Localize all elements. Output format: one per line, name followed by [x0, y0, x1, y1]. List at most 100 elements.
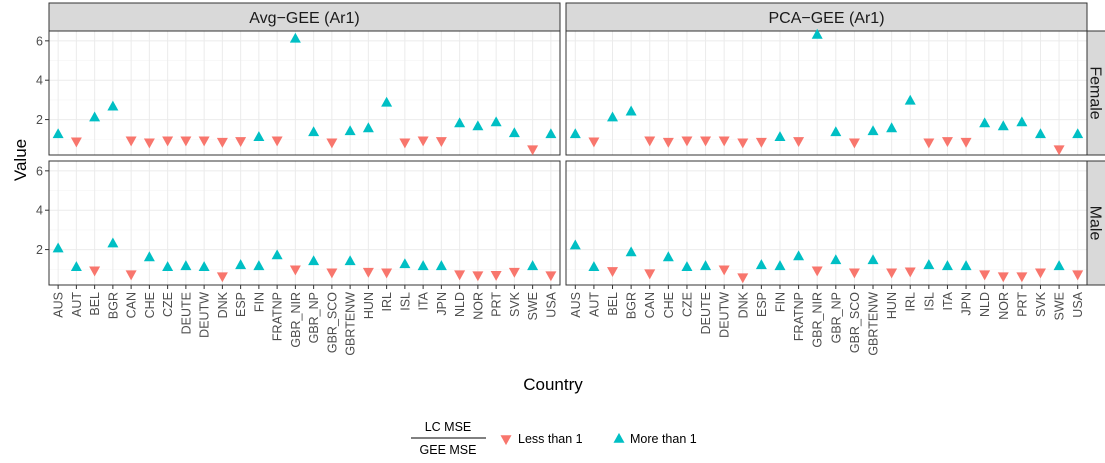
- data-point-fin: [774, 260, 786, 271]
- data-point-irl: [904, 94, 916, 105]
- x-tick-label: GBR_NIR: [811, 292, 825, 348]
- data-point-jpn: [960, 137, 972, 148]
- data-point-cze: [162, 261, 174, 272]
- data-point-can: [125, 270, 137, 281]
- panel-background: [566, 161, 1087, 285]
- panel-border: [565, 30, 1088, 156]
- data-point-prt: [1016, 272, 1028, 283]
- data-point-fratnp: [271, 136, 283, 147]
- x-tick-label: USA: [1071, 291, 1085, 317]
- data-point-dnk: [216, 137, 228, 148]
- facet-strip-avg-gee-ar1: [48, 2, 561, 32]
- data-point-cze: [681, 261, 693, 272]
- series-points-pca-gee-ar1-female: [569, 28, 1084, 156]
- x-tick-label: HUN: [362, 292, 376, 319]
- data-point-gbrtenw: [867, 125, 879, 136]
- data-point-usa: [1072, 128, 1084, 139]
- data-point-gbr-np: [830, 126, 842, 137]
- data-point-bgr: [107, 100, 119, 111]
- legend: LC MSE GEE MSE Less than 1 More than 1: [411, 420, 697, 457]
- data-point-prt: [490, 271, 502, 281]
- data-point-deutw: [718, 265, 730, 276]
- legend-title-bottom: GEE MSE: [420, 443, 477, 457]
- y-tick-label: 4: [36, 74, 43, 88]
- data-point-che: [662, 251, 674, 262]
- y-tick-label: 2: [36, 113, 43, 127]
- data-point-gbr-sco: [848, 268, 860, 279]
- data-point-nld: [979, 117, 991, 128]
- panel-background: [49, 161, 560, 285]
- y-tick-label: 6: [36, 34, 43, 48]
- x-tick-label: SVK: [1034, 291, 1048, 317]
- data-point-usa: [1072, 270, 1084, 281]
- data-point-can: [644, 136, 656, 147]
- x-tick-label: ESP: [755, 292, 769, 317]
- data-point-jpn: [435, 260, 447, 271]
- axes-layer: 2 4 6 2 4 6 AUS AUT BEL BGR CAN CHE CZE DEUTE DEUTW DNK…: [36, 34, 1085, 355]
- x-tick-label: CAN: [125, 292, 139, 318]
- data-point-bel: [607, 111, 619, 122]
- x-tick-label: DEUTW: [718, 292, 732, 338]
- data-point-che: [143, 251, 155, 262]
- series-points-pca-gee-ar1-male: [569, 239, 1084, 284]
- data-point-esp: [235, 259, 247, 270]
- x-tick-label: BGR: [106, 292, 120, 319]
- data-point-usa: [545, 128, 557, 139]
- data-point-deutw: [198, 136, 210, 147]
- data-point-bel: [607, 267, 619, 277]
- data-point-hun: [886, 122, 898, 133]
- x-tick-label: PRT: [490, 292, 504, 317]
- x-tick-label: SWE: [1053, 292, 1067, 320]
- data-point-aus: [569, 128, 581, 139]
- x-tick-label: AUT: [70, 292, 84, 317]
- x-tick-label: JPN: [960, 292, 974, 316]
- x-axis-title: Country: [523, 375, 583, 394]
- data-point-ita: [941, 137, 953, 147]
- x-tick-label: SWE: [526, 292, 540, 320]
- x-tick-label: NOR: [997, 292, 1011, 320]
- data-point-bgr: [107, 237, 119, 248]
- x-tick-label: CAN: [643, 292, 657, 318]
- data-point-swe: [527, 145, 539, 156]
- data-point-nld: [454, 270, 466, 281]
- data-point-dnk: [737, 138, 749, 149]
- data-point-esp: [755, 137, 767, 148]
- data-point-nor: [997, 120, 1009, 131]
- data-point-bgr: [625, 105, 637, 116]
- series-points-avg-gee-ar1-female: [52, 32, 557, 156]
- data-point-prt: [490, 116, 502, 127]
- data-point-nor: [472, 271, 484, 282]
- data-point-gbrtenw: [344, 125, 356, 136]
- data-point-svk: [508, 127, 520, 138]
- legend-label-less-than-1: Less than 1: [518, 432, 583, 446]
- data-point-deutw: [718, 136, 730, 147]
- panel-background: [49, 31, 560, 155]
- data-point-svk: [508, 267, 520, 278]
- data-point-hun: [362, 122, 374, 133]
- data-point-aut: [588, 261, 600, 272]
- x-tick-label: HUN: [885, 292, 899, 319]
- data-point-can: [125, 136, 137, 147]
- x-tick-label: FRATNP: [271, 292, 285, 341]
- panels-layer: Avg−GEE (Ar1) PCA−GEE (Ar1) Female Male: [48, 2, 1105, 286]
- data-point-deute: [180, 136, 192, 147]
- data-point-gbrtenw: [867, 254, 879, 265]
- panel-border: [48, 30, 561, 156]
- x-tick-label: IRL: [904, 292, 918, 312]
- data-point-cze: [681, 136, 693, 147]
- legend-title-top: LC MSE: [425, 420, 472, 434]
- data-point-bel: [89, 111, 101, 122]
- x-tick-label: ISL: [398, 292, 412, 311]
- data-point-jpn: [435, 137, 447, 147]
- x-tick-label: JPN: [435, 292, 449, 316]
- data-point-dnk: [737, 273, 749, 284]
- y-axis-title: Value: [11, 139, 30, 181]
- data-point-che: [143, 138, 155, 149]
- facet-strip-label: Female: [1087, 66, 1104, 119]
- data-point-prt: [1016, 116, 1028, 127]
- data-point-swe: [1053, 145, 1065, 156]
- data-point-svk: [1034, 128, 1046, 139]
- panel-border: [565, 160, 1088, 286]
- x-tick-label: CZE: [161, 292, 175, 317]
- data-point-nor: [997, 272, 1009, 283]
